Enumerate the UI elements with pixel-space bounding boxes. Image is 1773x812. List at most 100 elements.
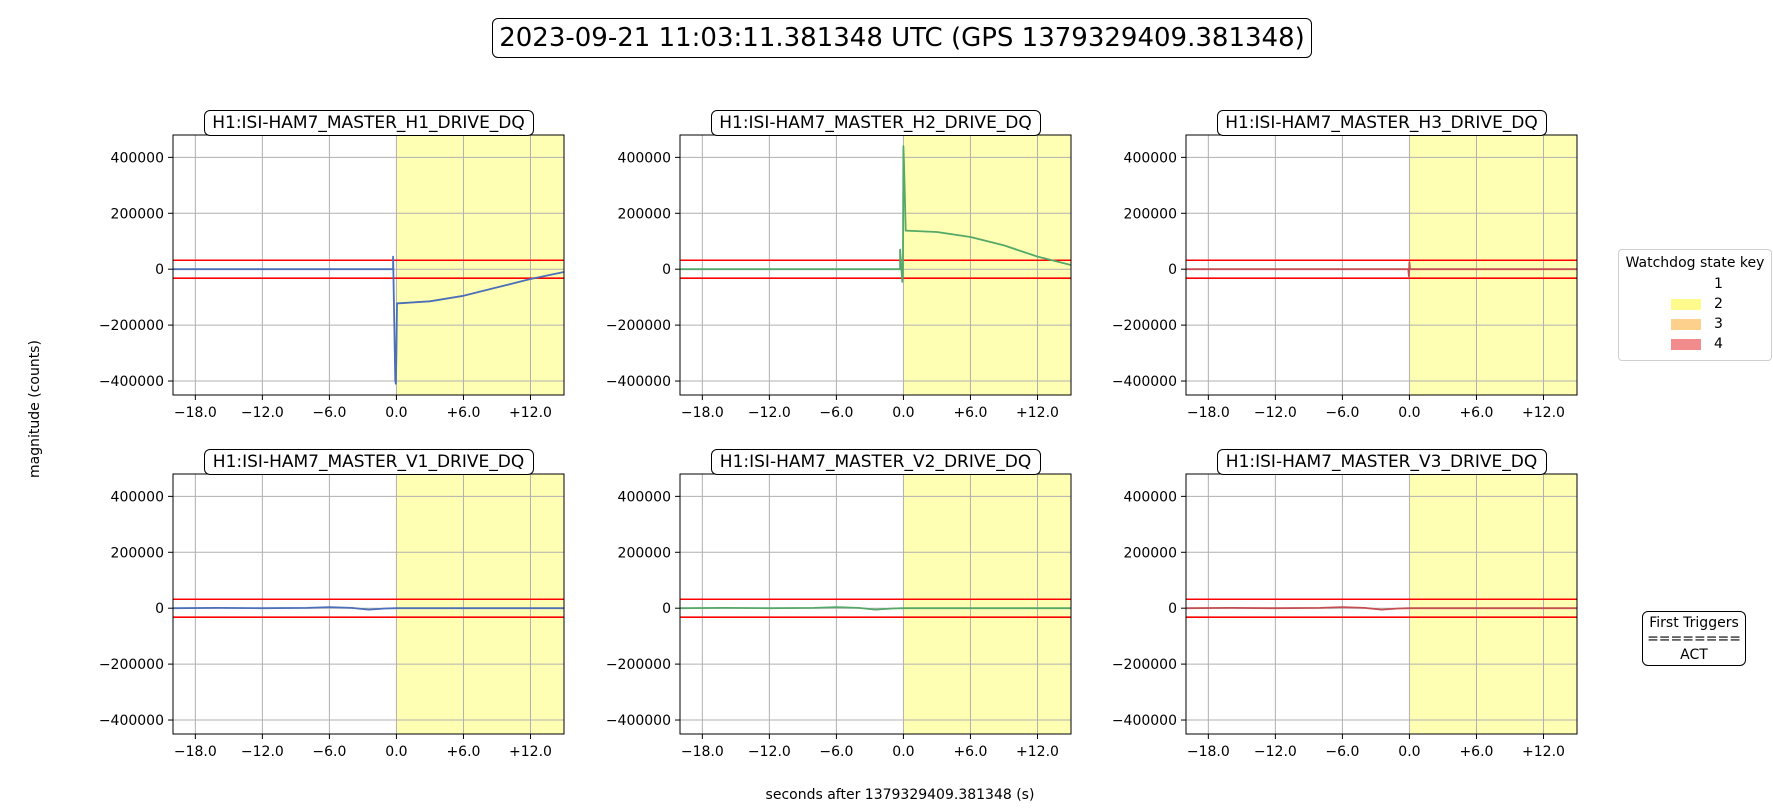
- y-axis-label: magnitude (counts): [27, 340, 43, 478]
- x-tick-label: 0.0: [892, 744, 914, 760]
- x-tick-label: 0.0: [892, 405, 914, 421]
- x-tick-label: 0.0: [385, 405, 407, 421]
- x-tick-label: +6.0: [953, 744, 987, 760]
- state-2-region: [396, 135, 564, 395]
- y-tick-label: 0: [662, 601, 671, 617]
- y-tick-label: −400000: [1112, 713, 1177, 729]
- x-tick-label: −12.0: [748, 744, 791, 760]
- watchdog-legend: Watchdog state key 1 2 3 4: [1618, 249, 1772, 361]
- y-tick-label: 0: [1168, 601, 1177, 617]
- y-tick-label: 400000: [1124, 150, 1177, 166]
- state-2-region: [396, 474, 564, 734]
- x-tick-label: −12.0: [241, 405, 284, 421]
- y-tick-label: 200000: [1124, 206, 1177, 222]
- subplot-title: H1:ISI-HAM7_MASTER_V3_DRIVE_DQ: [1216, 449, 1547, 475]
- y-tick-label: −400000: [606, 713, 671, 729]
- state-2-region: [1409, 474, 1577, 734]
- y-tick-label: 0: [155, 601, 164, 617]
- subplot-4: −18.0 −12.0 −6.0 0.0 +6.0 +12.0 400000 200000 0 −…: [99, 473, 565, 760]
- y-tick-label: −200000: [1112, 318, 1177, 334]
- subplot-1: −18.0 −12.0 −6.0 0.0 +6.0 +12.0 400000 200000 0 −…: [99, 134, 565, 421]
- legend-entry-2: 2: [1619, 296, 1771, 314]
- first-triggers-box: First Triggers ======== ACT: [1642, 611, 1746, 666]
- x-tick-label: +6.0: [446, 405, 480, 421]
- y-tick-label: 400000: [111, 150, 164, 166]
- x-tick-label: −6.0: [1325, 405, 1359, 421]
- legend-swatch-1: [1671, 279, 1701, 290]
- y-tick-label: 200000: [618, 545, 671, 561]
- legend-entry-3: 3: [1619, 316, 1771, 334]
- legend-entry-1: 1: [1619, 276, 1771, 294]
- x-tick-label: −12.0: [748, 405, 791, 421]
- x-tick-label: +6.0: [1459, 405, 1493, 421]
- legend-label-2: 2: [1714, 296, 1723, 312]
- series-line: [680, 145, 1071, 283]
- series-line: [173, 606, 564, 611]
- y-tick-label: 200000: [618, 206, 671, 222]
- x-tick-label: −18.0: [681, 744, 724, 760]
- y-tick-label: −400000: [1112, 374, 1177, 390]
- legend-entry-4: 4: [1619, 336, 1771, 354]
- y-tick-label: 400000: [111, 489, 164, 505]
- y-tick-label: 400000: [618, 150, 671, 166]
- y-tick-label: 200000: [111, 545, 164, 561]
- subplot-title: H1:ISI-HAM7_MASTER_V2_DRIVE_DQ: [710, 449, 1041, 475]
- figure-title: 2023-09-21 11:03:11.381348 UTC (GPS 1379…: [492, 18, 1312, 58]
- x-tick-label: −18.0: [1187, 744, 1230, 760]
- subplot-2: −18.0 −12.0 −6.0 0.0 +6.0 +12.0 400000 200000 0 −…: [606, 134, 1072, 421]
- legend-label-4: 4: [1714, 336, 1723, 352]
- x-tick-label: +12.0: [1522, 744, 1565, 760]
- y-tick-label: 200000: [111, 206, 164, 222]
- x-tick-label: +6.0: [1459, 744, 1493, 760]
- subplot-3: −18.0 −12.0 −6.0 0.0 +6.0 +12.0 400000 200000 0 −…: [1112, 134, 1578, 421]
- y-tick-label: 0: [662, 262, 671, 278]
- x-tick-label: −6.0: [819, 405, 853, 421]
- x-tick-label: +6.0: [953, 405, 987, 421]
- x-tick-label: +6.0: [446, 744, 480, 760]
- subplot-6: −18.0 −12.0 −6.0 0.0 +6.0 +12.0 400000 200000 0 −…: [1112, 473, 1578, 760]
- x-tick-label: −6.0: [312, 405, 346, 421]
- y-tick-label: −400000: [606, 374, 671, 390]
- x-axis-label: seconds after 1379329409.381348 (s): [765, 787, 1035, 803]
- series-line: [1186, 261, 1577, 278]
- y-tick-label: −200000: [1112, 657, 1177, 673]
- x-tick-label: −18.0: [1187, 405, 1230, 421]
- first-triggers-heading: First Triggers: [1649, 615, 1739, 631]
- y-tick-label: 200000: [1124, 545, 1177, 561]
- x-tick-label: −6.0: [312, 744, 346, 760]
- subplot-title: H1:ISI-HAM7_MASTER_H3_DRIVE_DQ: [1216, 110, 1547, 136]
- y-tick-label: −200000: [606, 318, 671, 334]
- legend-label-3: 3: [1714, 316, 1723, 332]
- x-tick-label: 0.0: [385, 744, 407, 760]
- subplot-title: H1:ISI-HAM7_MASTER_V1_DRIVE_DQ: [203, 449, 534, 475]
- y-tick-label: −200000: [99, 318, 164, 334]
- x-tick-label: +12.0: [1522, 405, 1565, 421]
- x-tick-label: +12.0: [509, 405, 552, 421]
- first-triggers-value: ACT: [1680, 647, 1708, 663]
- x-tick-label: +12.0: [1016, 744, 1059, 760]
- x-tick-label: 0.0: [1398, 405, 1420, 421]
- y-tick-label: 0: [155, 262, 164, 278]
- x-tick-label: 0.0: [1398, 744, 1420, 760]
- legend-label-1: 1: [1714, 276, 1723, 292]
- state-2-region: [903, 135, 1071, 395]
- subplot-title: H1:ISI-HAM7_MASTER_H2_DRIVE_DQ: [710, 110, 1041, 136]
- series-line: [173, 255, 564, 385]
- legend-title: Watchdog state key: [1625, 255, 1765, 271]
- legend-swatch-2: [1671, 299, 1701, 310]
- x-tick-label: +12.0: [509, 744, 552, 760]
- x-tick-label: −18.0: [174, 405, 217, 421]
- y-tick-label: 400000: [618, 489, 671, 505]
- subplot-5: −18.0 −12.0 −6.0 0.0 +6.0 +12.0 400000 200000 0 −…: [606, 473, 1072, 760]
- x-tick-label: −18.0: [681, 405, 724, 421]
- x-tick-label: −12.0: [1254, 744, 1297, 760]
- legend-swatch-4: [1671, 339, 1701, 350]
- series-line: [1186, 606, 1577, 611]
- first-triggers-rule: ========: [1647, 631, 1741, 647]
- x-tick-label: −18.0: [174, 744, 217, 760]
- state-2-region: [903, 474, 1071, 734]
- state-2-region: [1409, 135, 1577, 395]
- series-line: [680, 606, 1071, 611]
- y-tick-label: 0: [1168, 262, 1177, 278]
